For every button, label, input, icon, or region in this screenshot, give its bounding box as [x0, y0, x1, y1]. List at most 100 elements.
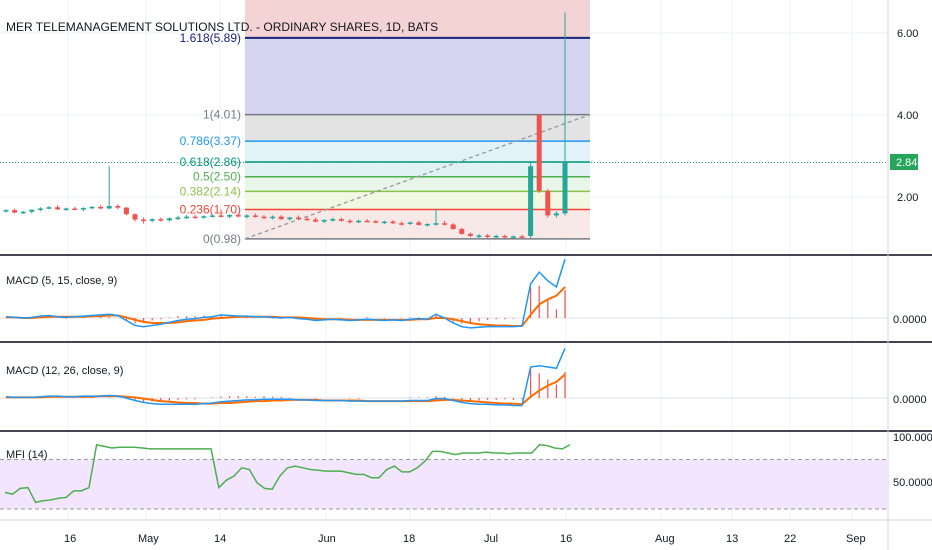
candle-body [37, 208, 43, 210]
candle-body [459, 228, 465, 234]
time-label-16b: 16 [560, 533, 572, 545]
fib-zone-top [245, 0, 590, 38]
candle-body [467, 233, 473, 236]
candle-body [55, 207, 61, 210]
candle-body [450, 224, 456, 229]
time-label-may: May [138, 533, 159, 545]
candle-body [433, 223, 439, 225]
macd2-zero-tick: 0.0000 [893, 394, 927, 406]
candle-body [192, 216, 198, 219]
mfi-tick-100: 100.0000 [893, 432, 932, 444]
mfi-line [4, 443, 571, 504]
fib-zone-4 [245, 141, 590, 163]
candle-body [373, 221, 379, 223]
candle-body [3, 210, 9, 212]
candle-body [424, 224, 430, 226]
time-label-jun: Jun [318, 533, 336, 545]
candle-body [115, 206, 121, 208]
fib-zone-2 [245, 176, 590, 192]
candle-body [244, 215, 250, 217]
macd1-signal-line [6, 286, 566, 328]
candle-body [562, 162, 568, 214]
fib-label-7: 1.618(5.89) [180, 31, 241, 45]
candle-body [545, 190, 551, 216]
fib-label-2: 0.382(2.14) [180, 184, 241, 198]
candle-body [227, 215, 233, 217]
price-tick-4: 4.00 [897, 110, 918, 122]
fib-label-6: 1(4.01) [203, 108, 241, 122]
candle-body [338, 219, 344, 221]
candle-body [485, 235, 491, 238]
candle-body [553, 213, 559, 216]
price-tick-2: 2.00 [897, 192, 918, 204]
candle-body [141, 219, 147, 222]
candle-body [63, 208, 69, 210]
candle-body [528, 166, 534, 236]
candle-body [278, 216, 284, 220]
mfi-label: MFI (14) [6, 449, 48, 461]
candle-body [175, 217, 181, 219]
candle-body [416, 222, 422, 225]
candle-body [502, 235, 508, 238]
time-label-18: 18 [403, 533, 415, 545]
candle-body [442, 223, 448, 225]
macd1-zero-tick: 0.0000 [893, 314, 927, 326]
candle-body [476, 235, 482, 238]
fib-zone-3 [245, 162, 590, 177]
time-label-13: 13 [726, 533, 738, 545]
macd2-macd-line [5, 348, 566, 407]
candle-body [132, 214, 138, 220]
candle-body [295, 217, 301, 219]
candle-body [390, 221, 396, 224]
candle-body [184, 216, 190, 219]
candle-body [261, 216, 267, 219]
candle-body [158, 219, 164, 221]
candle-body [313, 219, 319, 222]
last-price-label: 2.84 [896, 157, 917, 169]
candle-body [166, 218, 172, 221]
fib-zone-6 [245, 37, 590, 115]
fib-label-1: 0.236(1.70) [180, 203, 241, 217]
candle-body [80, 208, 86, 210]
candle-body [321, 219, 327, 222]
candle-body [364, 220, 370, 223]
candle-body [20, 211, 26, 214]
candle-body [98, 206, 104, 209]
candle-body [149, 219, 155, 221]
time-label-aug: Aug [655, 533, 675, 545]
candle-body [201, 216, 207, 218]
candle-body [72, 208, 78, 210]
time-label-22: 22 [784, 533, 796, 545]
candle-body [270, 216, 276, 219]
candle-body [89, 206, 95, 209]
candle-body [347, 220, 353, 223]
candle-body [493, 235, 499, 238]
fib-label-5: 0.786(3.37) [180, 134, 241, 148]
candle-body [381, 221, 387, 224]
candle-body [29, 209, 35, 212]
candle-body [287, 217, 293, 220]
fib-label-0: 0(0.98) [203, 232, 241, 246]
candle-body [304, 218, 310, 221]
fib-label-3: 0.5(2.50) [193, 170, 241, 184]
time-label-sep: Sep [846, 533, 866, 545]
mfi-tick-50: 50.0000 [893, 477, 932, 489]
candle-body [510, 236, 516, 238]
macd1-label: MACD (5, 15, close, 9) [6, 275, 117, 287]
candle-body [330, 219, 336, 221]
candle-body [12, 210, 18, 213]
price-tick-6: 6.00 [897, 28, 918, 40]
candle-body [399, 223, 405, 225]
chart-title: MER TELEMANAGEMENT SOLUTIONS LTD. - ORDI… [6, 20, 438, 34]
fib-zone-1 [245, 191, 590, 210]
macd2-label: MACD (12, 26, close, 9) [6, 365, 123, 377]
time-label-14: 14 [214, 533, 226, 545]
candle-body [46, 207, 52, 209]
fib-trend-line [244, 113, 591, 240]
macd1-macd-line [5, 258, 566, 329]
candle-body [106, 206, 112, 209]
fib-label-4: 0.618(2.86) [180, 155, 241, 169]
candle-body [519, 236, 525, 238]
